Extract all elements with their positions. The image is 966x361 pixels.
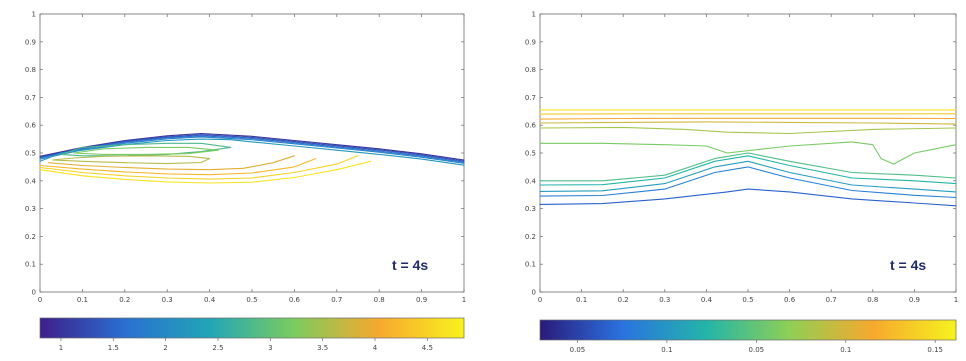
y-tick-label: 0.4 [25,177,37,185]
contour-line [539,188,957,207]
colorbar-tick-label: 4.5 [422,344,433,352]
contour-line [539,126,957,135]
y-tick-label: 0.6 [525,122,537,130]
colorbar-tick-label: 1.5 [108,344,119,352]
contour-line [539,166,957,199]
y-tick-label: 1 [532,11,536,19]
y-tick-label: 0.9 [525,38,536,46]
y-tick-label: 0 [32,289,36,297]
contour-line [539,121,957,125]
y-tick-label: 0.5 [525,150,536,158]
colorbar [539,319,957,341]
axes-frame [39,13,465,293]
x-tick-label: 0.1 [77,296,88,304]
y-tick-label: 0 [532,289,536,297]
x-tick-label: 0.4 [204,296,216,304]
x-tick-label: 0.3 [162,296,173,304]
y-tick-label: 0.8 [25,66,36,74]
contour-line [539,152,957,182]
contour-line [39,138,465,166]
y-tick-label: 0.7 [25,94,36,102]
colorbar-tick-label: 0.05 [749,346,765,354]
colorbar-tick-label: 1 [59,344,63,352]
y-tick-label: 0.6 [25,122,37,130]
x-tick-label: 0.2 [618,296,629,304]
y-tick-label: 0.8 [525,66,536,74]
y-tick-label: 0.4 [525,177,537,185]
x-tick-label: 0 [538,296,542,304]
x-tick-label: 1 [462,296,466,304]
contour-line [73,146,219,155]
colorbar-tick-label: 3.5 [317,344,328,352]
x-tick-label: 0.7 [331,296,342,304]
y-tick-label: 0.5 [25,150,36,158]
contour-line [539,155,957,186]
left-contour-panel: 0 0.1 0.2 0.3 0.4 0.5 0.6 0.7 0.8 0.9 1 0 0.1 0.2 0.3 0… [25,11,466,353]
colorbar [39,317,465,339]
colorbar-tick-label: 0.15 [927,346,943,354]
y-tick-label: 0.3 [25,205,36,213]
contour-line [39,155,359,180]
y-tick-label: 0.9 [25,38,36,46]
contour-line [52,155,211,165]
x-tick-label: 0 [38,296,42,304]
contour-line [539,141,957,165]
contour-line [39,158,317,176]
x-tick-label: 0.6 [784,296,796,304]
y-tick-label: 0.1 [525,261,536,269]
x-tick-label: 0.4 [701,296,713,304]
y-tick-label: 0.2 [25,233,36,241]
contour-line [47,155,295,171]
x-tick-label: 0.2 [119,296,130,304]
time-annotation: t = 4s [890,257,926,273]
colorbar-tick-label: 4 [373,344,378,352]
colorbar-tick-label: 0.1 [661,346,672,354]
contour-line [539,117,957,120]
y-tick-label: 0.1 [25,261,36,269]
contour-line [39,134,465,162]
y-tick-label: 0.2 [525,233,536,241]
y-tick-label: 0.3 [525,205,536,213]
x-tick-label: 0.6 [289,296,301,304]
x-tick-label: 0.9 [909,296,920,304]
x-tick-label: 0.9 [416,296,427,304]
x-tick-label: 0.3 [659,296,670,304]
x-tick-label: 0.7 [826,296,837,304]
contour-line [39,135,465,163]
x-tick-label: 0.1 [576,296,587,304]
right-contour-panel: 0 0.1 0.2 0.3 0.4 0.5 0.6 0.7 0.8 0.9 1 0 0.1 0.2 0.3 0… [525,11,958,355]
colorbar-tick-label: 0.1 [840,346,851,354]
colorbar-tick-label: 2 [163,344,167,352]
x-tick-label: 1 [954,296,958,304]
colorbar-tick-label: 0.05 [570,346,586,354]
time-annotation: t = 4s [392,257,428,273]
y-tick-label: 1 [32,11,36,19]
x-tick-label: 0.8 [374,296,385,304]
contour-line [39,132,465,161]
x-tick-label: 0.5 [742,296,753,304]
contour-line [39,160,372,184]
y-tick-label: 0.7 [525,94,536,102]
x-tick-label: 0.8 [867,296,878,304]
colorbar-tick-label: 3 [268,344,272,352]
contour-line [539,160,957,193]
x-tick-label: 0.5 [246,296,257,304]
contour-line [39,136,465,164]
colorbar-tick-label: 2.5 [212,344,223,352]
